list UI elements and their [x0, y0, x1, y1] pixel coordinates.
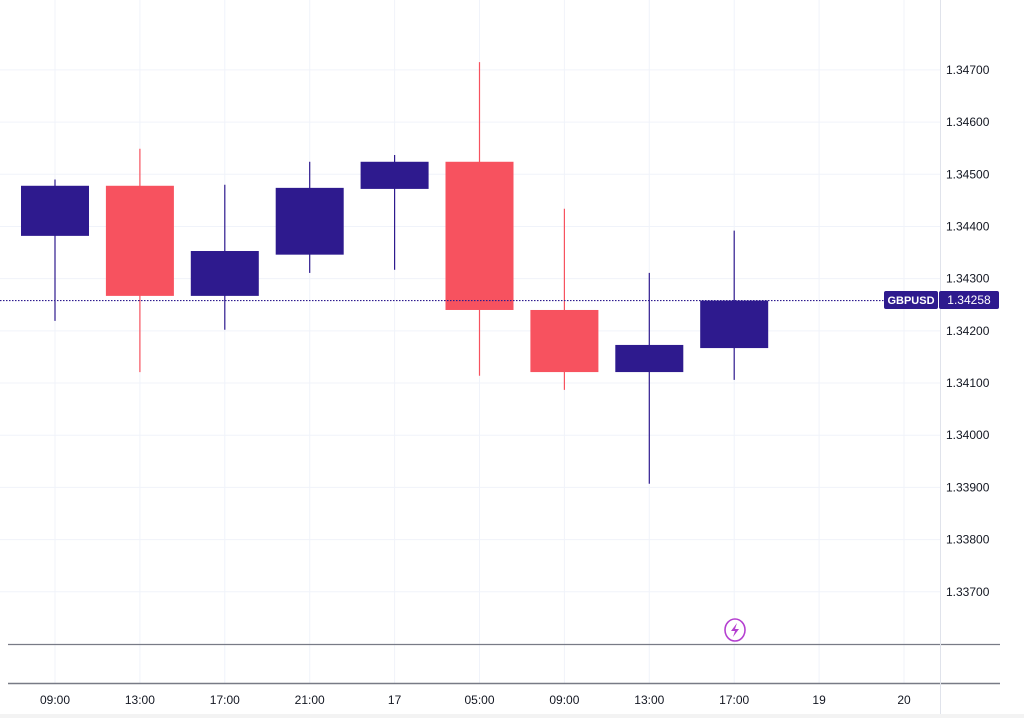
candle — [700, 230, 769, 380]
last-price-label: 1.34258 — [947, 293, 991, 307]
y-tick-label: 1.34700 — [946, 63, 990, 77]
x-tick-label: 20 — [897, 693, 911, 707]
x-tick-label: 17:00 — [210, 693, 240, 707]
candle-body — [21, 185, 89, 236]
x-tick-label: 21:00 — [295, 693, 325, 707]
y-tick-label: 1.34100 — [946, 376, 990, 390]
y-tick-label: 1.34400 — [946, 219, 990, 233]
candle-body — [700, 300, 769, 349]
y-tick-label: 1.33700 — [946, 585, 990, 599]
x-tick-label: 13:00 — [634, 693, 664, 707]
candle-body — [360, 161, 429, 189]
y-tick-label: 1.34000 — [946, 428, 990, 442]
y-tick-label: 1.33900 — [946, 480, 990, 494]
y-axis[interactable]: 1.34700 1.34600 1.34500 1.34400 1.34300 1.342… — [946, 63, 990, 599]
candle — [21, 179, 89, 321]
candle — [190, 184, 259, 330]
candles — [21, 62, 769, 484]
x-tick-label: 09:00 — [549, 693, 579, 707]
candle — [105, 148, 174, 373]
x-tick-label: 09:00 — [40, 693, 70, 707]
candle-body — [530, 309, 599, 373]
y-tick-label: 1.34600 — [946, 115, 990, 129]
x-tick-label: 13:00 — [125, 693, 155, 707]
price-badge: GBPUSD 1.34258 — [884, 291, 999, 309]
candle-body — [190, 251, 259, 296]
lightning-bolt-icon[interactable] — [724, 618, 746, 642]
candle-body — [445, 161, 514, 310]
symbol-label: GBPUSD — [887, 295, 934, 307]
candle-body — [275, 187, 344, 255]
y-tick-label: 1.34200 — [946, 324, 990, 338]
y-tick-label: 1.34500 — [946, 167, 990, 181]
x-tick-label: 05:00 — [464, 693, 494, 707]
candle — [615, 272, 684, 484]
candle-body — [615, 344, 684, 373]
grid — [0, 0, 940, 683]
x-tick-label: 17 — [388, 693, 402, 707]
bottom-strip — [0, 714, 1024, 718]
candle — [275, 161, 344, 273]
candle — [360, 154, 429, 270]
candle — [530, 208, 599, 390]
x-tick-label: 19 — [812, 693, 826, 707]
candle-body — [105, 185, 174, 296]
x-axis[interactable]: 09:00 13:00 17:00 21:00 17 05:00 09:00 13:00 17:… — [40, 693, 911, 707]
candle — [445, 62, 514, 376]
y-tick-label: 1.33800 — [946, 533, 990, 547]
y-tick-label: 1.34300 — [946, 272, 990, 286]
x-tick-label: 17:00 — [719, 693, 749, 707]
